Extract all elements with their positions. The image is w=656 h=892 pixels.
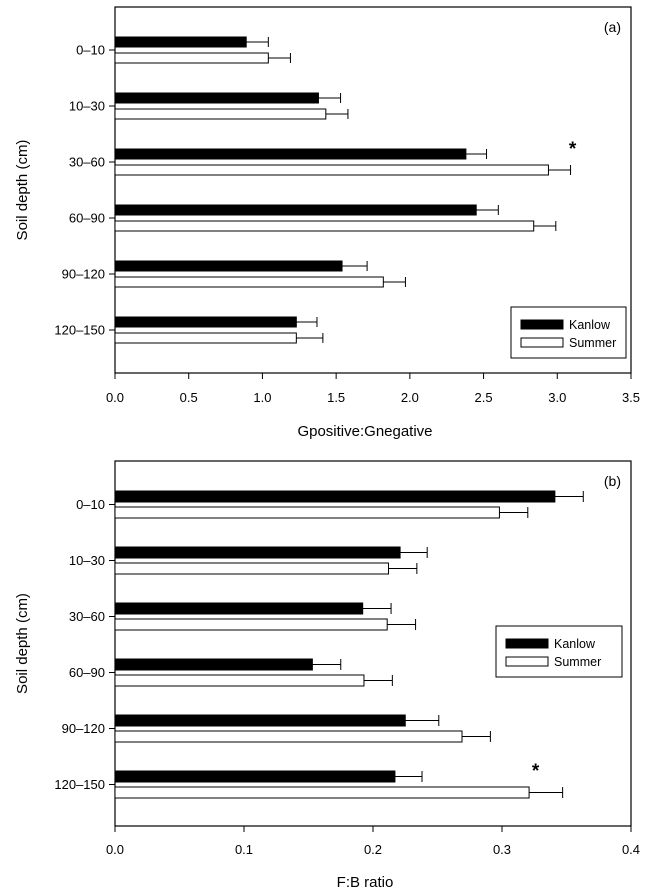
x-tick-label: 1.0 <box>253 390 271 405</box>
bar-kanlow <box>114 36 247 48</box>
bar-summer <box>114 506 500 519</box>
bar-kanlow <box>114 92 319 104</box>
legend: Kanlow Summer <box>510 306 627 359</box>
legend-label-kanlow: Kanlow <box>554 637 596 651</box>
y-tick-label: 60–90 <box>69 665 105 680</box>
x-tick-label: 0.3 <box>493 842 511 857</box>
bar-kanlow <box>114 658 313 671</box>
x-tick-label: 3.0 <box>548 390 566 405</box>
x-tick-label: 2.0 <box>401 390 419 405</box>
panel-label: (a) <box>604 19 621 35</box>
legend-box <box>510 306 627 359</box>
bar-summer <box>114 52 269 64</box>
y-axis-title: Soil depth (cm) <box>14 140 31 241</box>
bar-summer <box>114 618 388 631</box>
x-tick-label: 0.5 <box>180 390 198 405</box>
significance-marker: * <box>532 761 540 782</box>
chart-panel-0: 0.0 0.5 1.0 1.5 2.0 2.5 3.0 3.5 0–10 10–30 30–60 60… <box>14 6 640 440</box>
bar-kanlow <box>114 204 477 216</box>
x-tick-label: 0.2 <box>364 842 382 857</box>
bar-kanlow <box>114 148 467 160</box>
y-tick-label: 120–150 <box>54 323 105 338</box>
bar-summer <box>114 108 327 120</box>
x-tick-label: 3.5 <box>622 390 640 405</box>
y-tick-label: 90–120 <box>62 721 105 736</box>
y-axis-title: Soil depth (cm) <box>14 593 31 694</box>
legend-swatch-summer <box>520 337 564 348</box>
bar-summer <box>114 730 463 743</box>
bar-summer <box>114 332 297 344</box>
legend-box <box>495 625 623 678</box>
bar-summer <box>114 276 384 288</box>
bar-summer <box>114 786 530 799</box>
legend-label-summer: Summer <box>554 655 601 669</box>
bar-kanlow <box>114 316 297 328</box>
y-tick-label: 30–60 <box>69 155 105 170</box>
legend-label-summer: Summer <box>569 336 616 350</box>
x-tick-label: 2.5 <box>475 390 493 405</box>
x-axis-title: Gpositive:Gnegative <box>297 423 432 440</box>
plot-frame <box>114 6 632 374</box>
legend: Kanlow Summer <box>495 625 623 678</box>
y-tick-label: 0–10 <box>76 497 105 512</box>
bar-kanlow <box>114 546 401 559</box>
bar-summer <box>114 164 549 176</box>
bar-summer <box>114 674 365 687</box>
x-tick-label: 1.5 <box>327 390 345 405</box>
y-tick-label: 0–10 <box>76 43 105 58</box>
panel-label: (b) <box>604 473 621 489</box>
y-tick-label: 90–120 <box>62 267 105 282</box>
bar-summer <box>114 562 389 575</box>
bar-kanlow <box>114 602 364 615</box>
y-tick-label: 10–30 <box>69 553 105 568</box>
y-tick-label: 10–30 <box>69 99 105 114</box>
legend-swatch-kanlow <box>505 638 549 649</box>
y-tick-label: 30–60 <box>69 609 105 624</box>
x-tick-label: 0.0 <box>106 842 124 857</box>
bar-kanlow <box>114 770 396 783</box>
legend-swatch-summer <box>505 656 549 667</box>
x-axis-title: F:B ratio <box>337 874 394 891</box>
bar-summer <box>114 220 535 232</box>
legend-label-kanlow: Kanlow <box>569 318 611 332</box>
bar-kanlow <box>114 260 343 272</box>
y-tick-label: 60–90 <box>69 211 105 226</box>
x-tick-label: 0.1 <box>235 842 253 857</box>
significance-marker: * <box>569 139 577 160</box>
x-tick-label: 0.4 <box>622 842 640 857</box>
x-tick-label: 0.0 <box>106 390 124 405</box>
bar-kanlow <box>114 714 406 727</box>
legend-swatch-kanlow <box>520 319 564 330</box>
bar-kanlow <box>114 490 556 503</box>
chart-panel-1: 0.0 0.1 0.2 0.3 0.4 0–10 10–30 30–60 60–90 90–120… <box>14 460 640 891</box>
y-tick-label: 120–150 <box>54 777 105 792</box>
